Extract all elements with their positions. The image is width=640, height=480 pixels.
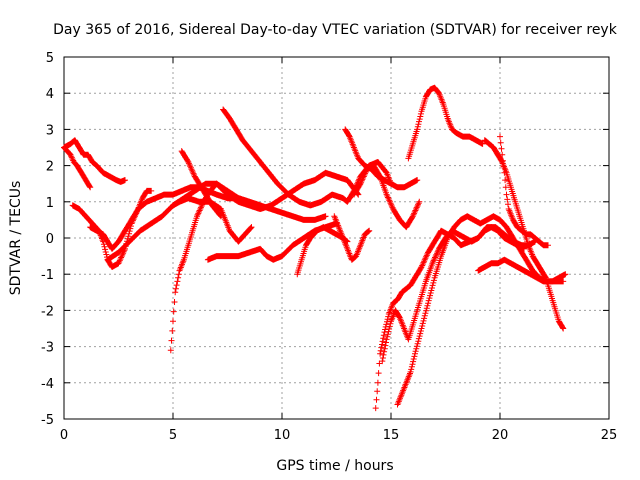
plus-markers — [405, 84, 486, 162]
y-tick-label: -3 — [41, 341, 54, 356]
x-tick-label: 5 — [169, 428, 177, 443]
y-tick-label: 1 — [46, 196, 54, 211]
series-arc-19 — [405, 84, 486, 162]
plus-markers — [481, 137, 567, 332]
series-arc-21 — [497, 133, 551, 249]
series-arc-8 — [178, 148, 224, 220]
y-tick-label: 4 — [46, 87, 54, 102]
y-tick-label: -2 — [41, 304, 54, 319]
plus-markers — [213, 180, 329, 223]
x-tick-label: 10 — [274, 428, 291, 443]
series-arc-1 — [61, 137, 128, 185]
y-tick-label: -5 — [41, 413, 54, 428]
y-tick-label: -4 — [41, 377, 54, 392]
plus-markers — [61, 144, 94, 191]
y-axis-label: SDTVAR / TECUs — [8, 181, 24, 296]
series-arc-13 — [331, 213, 373, 263]
series-arc-22 — [475, 256, 567, 285]
chart-title: Day 365 of 2016, Sidereal Day-to-day VTE… — [53, 22, 618, 38]
plus-markers — [331, 213, 373, 263]
series-arc-20 — [481, 137, 567, 332]
plus-markers — [178, 148, 224, 220]
y-tick-label: 0 — [46, 232, 54, 247]
y-tick-label: 2 — [46, 160, 54, 175]
plus-markers — [220, 106, 394, 209]
series-arc-15 — [350, 162, 423, 231]
x-tick-label: 20 — [492, 428, 509, 443]
series-arc-2 — [61, 144, 94, 191]
grid — [64, 57, 609, 419]
x-tick-label: 25 — [601, 428, 618, 443]
plus-markers — [350, 162, 423, 231]
x-axis-label: GPS time / hours — [276, 458, 393, 474]
data-points — [61, 84, 569, 412]
axis-ticks: 0 5 10 15 20 25 -5 -4 -3 -2 -1 0 1 2 3 4 5 — [41, 51, 617, 443]
plus-markers — [497, 133, 551, 249]
y-tick-label: 3 — [46, 123, 54, 138]
x-tick-label: 0 — [60, 428, 68, 443]
plus-markers — [475, 256, 567, 285]
x-tick-label: 15 — [383, 428, 400, 443]
y-tick-label: -1 — [41, 268, 54, 283]
y-tick-label: 5 — [46, 51, 54, 66]
series-arc-11 — [213, 180, 329, 223]
series-arc-10 — [220, 106, 394, 209]
plus-markers — [61, 137, 128, 185]
